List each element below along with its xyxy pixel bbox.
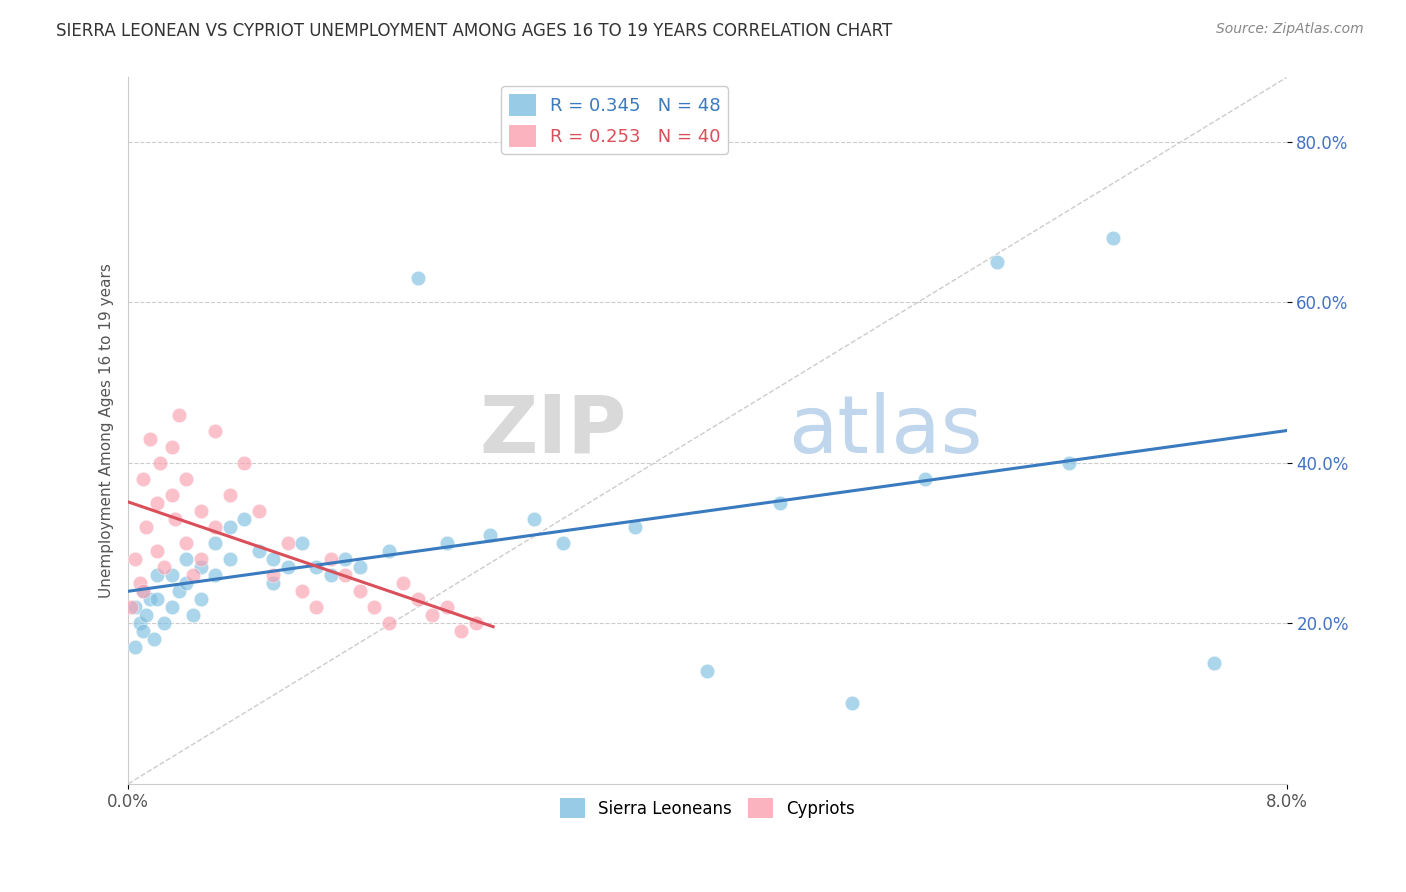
Point (914, 472, 936, 486)
Point (149, 456, 172, 470)
Point (174, 472, 197, 486)
Point (436, 536, 458, 550)
Point (174, 552, 197, 566)
Point (420, 608, 443, 623)
Point (696, 665, 718, 679)
Point (132, 584, 155, 599)
Point (132, 584, 155, 599)
Point (335, 552, 357, 566)
Point (247, 544, 270, 558)
Point (392, 576, 415, 591)
Point (349, 560, 371, 574)
Point (160, 488, 183, 502)
Point (262, 568, 284, 582)
Point (160, 440, 183, 454)
Point (406, 271, 429, 285)
Point (124, 640, 146, 655)
Point (349, 584, 371, 599)
Point (247, 504, 270, 518)
Point (139, 432, 162, 446)
Text: atlas: atlas (789, 392, 983, 469)
Y-axis label: Unemployment Among Ages 16 to 19 years: Unemployment Among Ages 16 to 19 years (100, 263, 114, 598)
Point (233, 456, 256, 470)
Point (378, 616, 401, 631)
Point (1059, 456, 1081, 470)
Point (167, 408, 190, 422)
Point (363, 600, 385, 615)
Point (218, 520, 240, 534)
Legend: Sierra Leoneans, Cypriots: Sierra Leoneans, Cypriots (553, 791, 862, 825)
Point (146, 568, 169, 582)
Point (450, 624, 472, 639)
Point (120, 600, 142, 615)
Point (135, 520, 157, 534)
Point (190, 552, 212, 566)
Point (153, 616, 176, 631)
Point (204, 568, 226, 582)
Point (190, 560, 212, 574)
Point (769, 496, 792, 510)
Point (1101, 231, 1123, 245)
Point (624, 520, 647, 534)
Point (124, 552, 146, 566)
Point (163, 512, 186, 526)
Point (160, 600, 183, 615)
Point (233, 512, 256, 526)
Point (305, 560, 328, 574)
Point (132, 624, 155, 639)
Point (128, 576, 150, 591)
Text: ZIP: ZIP (479, 392, 626, 469)
Point (183, 568, 205, 582)
Point (406, 592, 429, 607)
Point (128, 616, 150, 631)
Point (319, 568, 342, 582)
Point (291, 584, 314, 599)
Text: Source: ZipAtlas.com: Source: ZipAtlas.com (1216, 22, 1364, 37)
Point (124, 600, 146, 615)
Point (174, 576, 197, 591)
Point (218, 552, 240, 566)
Point (139, 592, 162, 607)
Point (190, 504, 212, 518)
Point (204, 536, 226, 550)
Point (276, 536, 298, 550)
Point (146, 592, 169, 607)
Point (335, 568, 357, 582)
Point (160, 568, 183, 582)
Point (153, 560, 176, 574)
Point (305, 600, 328, 615)
Point (291, 536, 314, 550)
Point (183, 608, 205, 623)
Point (143, 632, 166, 647)
Point (146, 496, 169, 510)
Point (218, 488, 240, 502)
Point (174, 536, 197, 550)
Point (190, 592, 212, 607)
Point (167, 584, 190, 599)
Point (464, 616, 486, 631)
Point (262, 576, 284, 591)
Point (276, 560, 298, 574)
Point (551, 536, 574, 550)
Point (523, 512, 546, 526)
Point (479, 528, 502, 542)
Point (146, 544, 169, 558)
Point (204, 424, 226, 438)
Point (135, 608, 157, 623)
Text: SIERRA LEONEAN VS CYPRIOT UNEMPLOYMENT AMONG AGES 16 TO 19 YEARS CORRELATION CHA: SIERRA LEONEAN VS CYPRIOT UNEMPLOYMENT A… (56, 22, 893, 40)
Point (319, 552, 342, 566)
Point (841, 697, 863, 711)
Point (986, 255, 1008, 269)
Point (1204, 657, 1226, 671)
Point (378, 544, 401, 558)
Point (436, 600, 458, 615)
Point (204, 520, 226, 534)
Point (262, 552, 284, 566)
Point (132, 472, 155, 486)
